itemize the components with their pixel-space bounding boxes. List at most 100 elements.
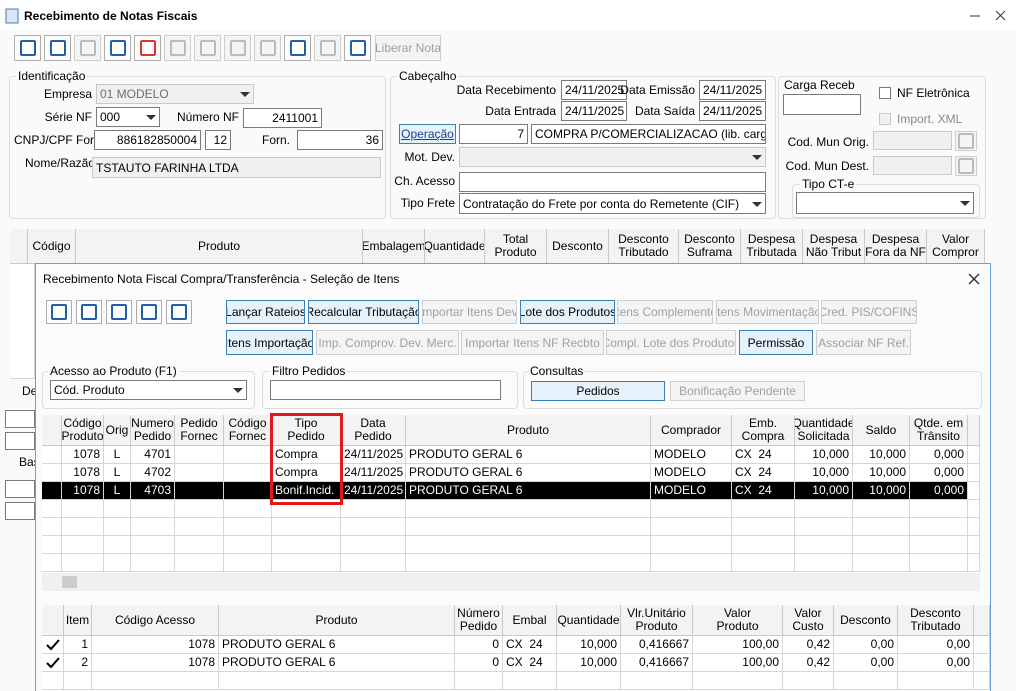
itens-cell[interactable]: 10,000 <box>557 636 621 654</box>
itens-cell[interactable]: 1 <box>64 636 92 654</box>
operacao-code-input[interactable]: 7 <box>459 124 528 144</box>
itens-cell[interactable]: 10,000 <box>557 654 621 672</box>
toolbar-button[interactable] <box>166 300 192 324</box>
itens-cell[interactable]: 100,00 <box>693 654 783 672</box>
cod-mun-dest-input[interactable] <box>873 156 952 175</box>
toolbar-button[interactable] <box>44 35 71 61</box>
pedidos-cell[interactable] <box>224 446 272 464</box>
itens-cell[interactable]: PRODUTO GERAL 6 <box>219 654 455 672</box>
toolbar-button[interactable] <box>134 35 161 61</box>
pedidos-cell[interactable] <box>175 446 224 464</box>
itens-cell[interactable]: 0,00 <box>898 654 974 672</box>
toolbar-button[interactable] <box>14 35 41 61</box>
action-button[interactable]: Lote dos Produtos <box>520 300 615 324</box>
itens-cell[interactable]: 0,416667 <box>621 654 693 672</box>
pedidos-cell[interactable]: 10,000 <box>795 464 853 482</box>
action-button[interactable]: Recalcular Tributação <box>308 300 419 324</box>
toolbar-button[interactable] <box>314 35 341 61</box>
pedidos-cell[interactable]: Compra <box>272 446 341 464</box>
itens-cell[interactable]: 0,00 <box>898 636 974 654</box>
itens-cell[interactable]: 0,42 <box>783 636 834 654</box>
tipo-frete-select[interactable]: Contratação do Frete por conta do Remete… <box>459 193 766 214</box>
cnpj-input[interactable]: 886182850004 <box>94 130 201 150</box>
pedidos-cell[interactable]: CX 24 <box>732 464 795 482</box>
toolbar-button[interactable] <box>955 156 977 176</box>
date-input[interactable]: 24/11/2025 <box>699 80 766 100</box>
liberar-nota-button[interactable]: Liberar Nota <box>375 35 441 61</box>
action-button[interactable]: Lançar Rateios <box>226 300 305 324</box>
itens-cell[interactable]: 0 <box>455 636 503 654</box>
forn-input[interactable]: 36 <box>297 130 383 150</box>
toolbar-button[interactable] <box>104 35 131 61</box>
toolbar-button[interactable] <box>955 131 977 151</box>
pedidos-cell[interactable]: 1078 <box>62 482 104 500</box>
itens-cell[interactable]: 0,416667 <box>621 636 693 654</box>
itens-cell[interactable]: CX 24 <box>503 636 557 654</box>
itens-cell[interactable]: 2 <box>64 654 92 672</box>
mot-dev-select[interactable] <box>459 147 766 167</box>
pedidos-cell[interactable]: 10,000 <box>795 482 853 500</box>
toolbar-button[interactable] <box>254 35 281 61</box>
pedidos-cell[interactable] <box>224 464 272 482</box>
itens-cell[interactable]: 1078 <box>92 636 219 654</box>
pedidos-cell[interactable] <box>224 482 272 500</box>
pedidos-cell[interactable]: CX 24 <box>732 482 795 500</box>
pedidos-cell[interactable]: CX 24 <box>732 446 795 464</box>
ch-acesso-input[interactable] <box>459 172 766 192</box>
pedidos-cell[interactable]: 10,000 <box>853 482 910 500</box>
itens-cell[interactable]: 1078 <box>92 654 219 672</box>
toolbar-button[interactable] <box>344 35 371 61</box>
pedidos-cell[interactable]: 4702 <box>131 464 175 482</box>
date-input[interactable]: 24/11/2025 <box>699 101 766 121</box>
pedidos-cell[interactable]: PRODUTO GERAL 6 <box>406 446 651 464</box>
operacao-input[interactable]: COMPRA P/COMERCIALIZACAO (lib. carg autc <box>531 124 766 144</box>
pedidos-cell[interactable] <box>175 482 224 500</box>
pedidos-cell[interactable]: 1078 <box>62 464 104 482</box>
pedidos-cell[interactable]: 24/11/2025 <box>341 482 406 500</box>
pedidos-cell[interactable]: Compra <box>272 464 341 482</box>
toolbar-button[interactable] <box>284 35 311 61</box>
pedidos-cell[interactable]: MODELO <box>651 464 732 482</box>
pedidos-cell[interactable]: 4701 <box>131 446 175 464</box>
pedidos-cell[interactable]: 10,000 <box>795 446 853 464</box>
pedidos-cell[interactable]: 24/11/2025 <box>341 446 406 464</box>
close-button[interactable] <box>968 273 980 285</box>
toolbar-button[interactable] <box>106 300 132 324</box>
pedidos-cell[interactable]: MODELO <box>651 482 732 500</box>
itens-cell[interactable]: CX 24 <box>503 654 557 672</box>
pedidos-cell[interactable]: 0,000 <box>910 446 968 464</box>
itens-cell[interactable]: 0,00 <box>834 636 898 654</box>
pedidos-cell[interactable]: L <box>104 446 131 464</box>
tipo-cte-select[interactable] <box>796 192 974 214</box>
toolbar-button[interactable] <box>74 35 101 61</box>
itens-cell[interactable]: 0 <box>455 654 503 672</box>
pedidos-cell[interactable]: L <box>104 482 131 500</box>
filtro-input[interactable] <box>270 380 501 400</box>
pedidos-cell[interactable]: 1078 <box>62 446 104 464</box>
date-input[interactable]: 24/11/2025 <box>561 80 627 100</box>
cod-mun-orig-input[interactable] <box>873 131 952 150</box>
action-button[interactable]: Itens Importação <box>226 330 313 355</box>
nome-input[interactable]: TSTAUTO FARINHA LTDA <box>92 157 381 178</box>
pedidos-cell[interactable]: PRODUTO GERAL 6 <box>406 464 651 482</box>
itens-cell[interactable]: PRODUTO GERAL 6 <box>219 636 455 654</box>
toolbar-button[interactable] <box>136 300 162 324</box>
pedidos-cell[interactable]: L <box>104 464 131 482</box>
numero-nf-input[interactable]: 2411001 <box>243 108 322 128</box>
pedidos-cell[interactable]: 10,000 <box>853 446 910 464</box>
pedidos-cell[interactable]: 4703 <box>131 482 175 500</box>
action-button[interactable]: Permissão <box>739 330 813 355</box>
itens-cell[interactable]: 0,00 <box>834 654 898 672</box>
filial-input[interactable]: 12 <box>205 130 231 150</box>
carga-receb-input[interactable] <box>783 94 861 115</box>
itens-cell[interactable]: 100,00 <box>693 636 783 654</box>
acesso-select[interactable]: Cód. Produto <box>50 380 247 400</box>
serie-select[interactable]: 000 <box>96 107 160 127</box>
toolbar-button[interactable] <box>194 35 221 61</box>
pedidos-cell[interactable]: 0,000 <box>910 464 968 482</box>
toolbar-button[interactable] <box>46 300 72 324</box>
pedidos-cell[interactable]: PRODUTO GERAL 6 <box>406 482 651 500</box>
pedidos-button[interactable]: Pedidos <box>531 381 665 401</box>
empresa-select[interactable]: 01 MODELO <box>96 84 254 104</box>
checkbox[interactable] <box>879 87 891 99</box>
